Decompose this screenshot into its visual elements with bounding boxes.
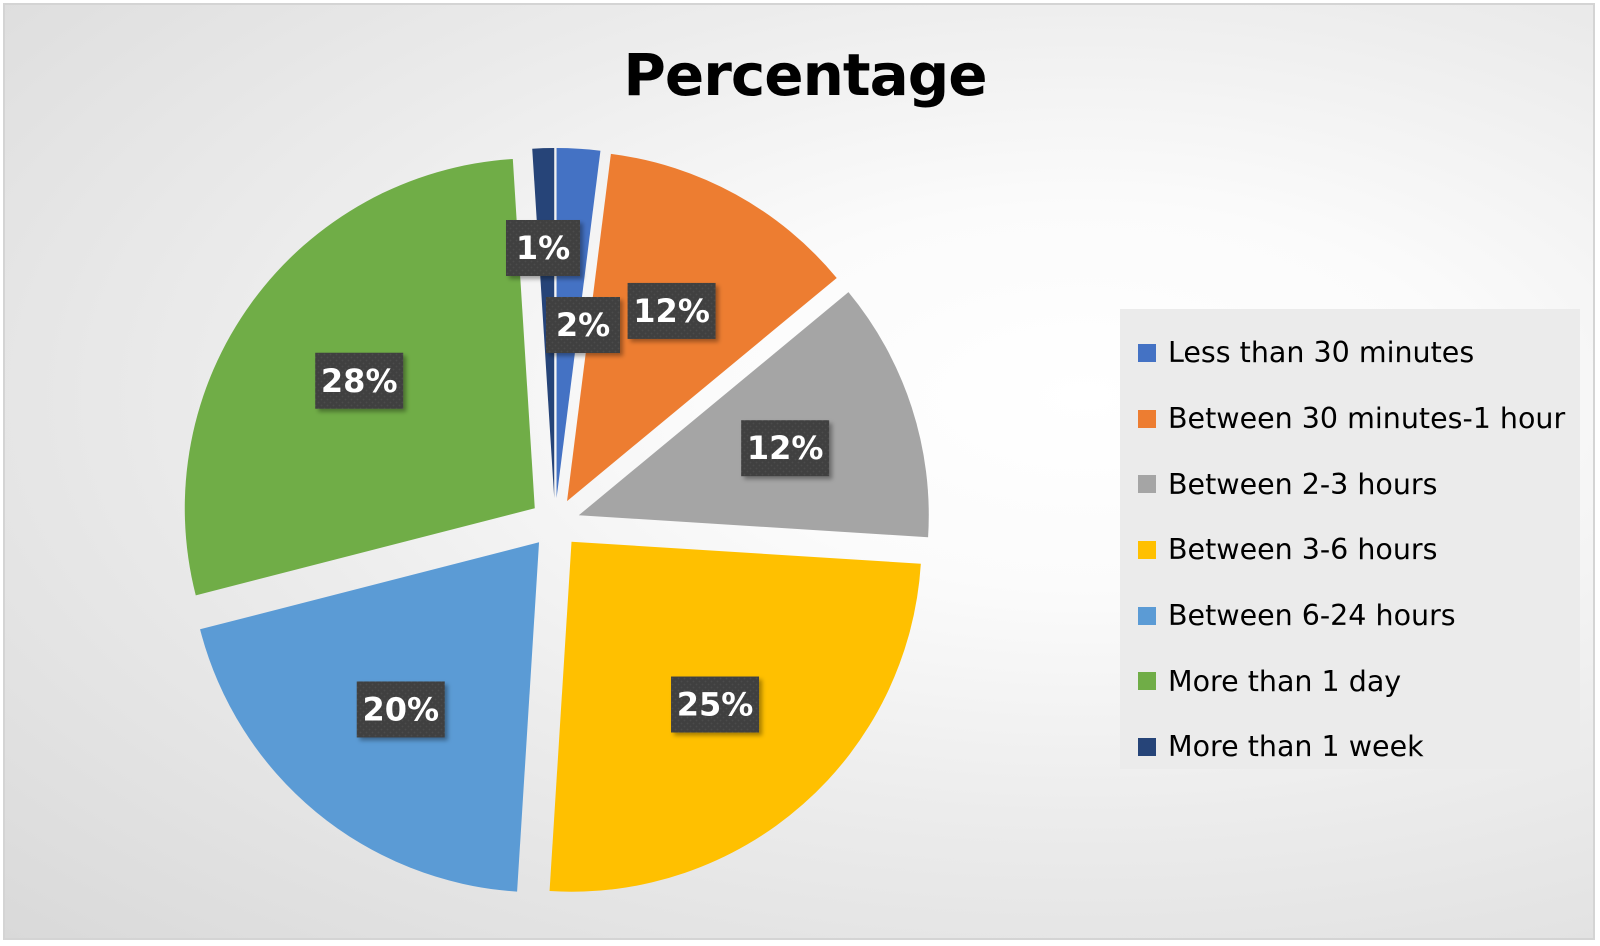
- data-label-text: 20%: [362, 690, 439, 728]
- legend-label: Between 2-3 hours: [1168, 467, 1438, 501]
- legend-swatch: [1138, 343, 1156, 362]
- data-label-text: 12%: [747, 429, 824, 467]
- legend-item-between-3-6-hours: Between 3-6 hours: [1120, 517, 1580, 583]
- data-label-text: 25%: [677, 686, 754, 724]
- legend-item-between-30-minutes-1-hour: Between 30 minutes-1 hour: [1120, 386, 1580, 452]
- chart-legend: Less than 30 minutes Between 30 minutes-1…: [1120, 309, 1580, 769]
- legend-swatch: [1138, 672, 1156, 691]
- data-label-between-30-minutes-1-hour: 12%: [627, 282, 716, 339]
- data-label-between-6-24-hours: 20%: [356, 681, 445, 738]
- legend-label: Between 6-24 hours: [1168, 599, 1456, 633]
- legend-label: More than 1 week: [1168, 730, 1424, 764]
- data-label-text: 28%: [321, 362, 398, 400]
- pie-slice-between-2-3-hours: [578, 292, 929, 538]
- chart-area: Percentage 2% 12% 12% 25% 20% 28% 1% Less than…: [3, 3, 1595, 940]
- legend-item-between-2-3-hours: Between 2-3 hours: [1120, 451, 1580, 517]
- data-label-box: [671, 676, 760, 733]
- data-label-text: 1%: [516, 229, 570, 267]
- data-label-box: [627, 282, 716, 339]
- data-label-box: [546, 297, 620, 353]
- legend-label: More than 1 day: [1168, 664, 1402, 698]
- data-label-more-than-1-week: 1%: [506, 220, 580, 276]
- data-label-between-2-3-hours: 12%: [741, 420, 830, 477]
- legend-swatch: [1138, 475, 1156, 494]
- legend-swatch: [1138, 540, 1156, 559]
- legend-item-more-than-1-week: More than 1 week: [1120, 714, 1580, 780]
- legend-item-less-than-30-minutes: Less than 30 minutes: [1120, 320, 1580, 386]
- pie-data-labels: 2% 12% 12% 25% 20% 28% 1%: [315, 220, 830, 738]
- legend-label: Less than 30 minutes: [1168, 336, 1475, 370]
- legend-label: Between 3-6 hours: [1168, 533, 1438, 567]
- data-label-more-than-1-day: 28%: [315, 352, 404, 409]
- legend-label: Between 30 minutes-1 hour: [1168, 402, 1566, 436]
- data-label-less-than-30-minutes: 2%: [546, 297, 620, 353]
- legend-swatch: [1138, 409, 1156, 428]
- data-label-box: [356, 681, 445, 738]
- chart-title: Percentage: [623, 41, 987, 109]
- legend-item-more-than-1-day: More than 1 day: [1120, 648, 1580, 714]
- data-label-box: [506, 220, 580, 276]
- data-label-text: 2%: [556, 306, 610, 344]
- legend-swatch: [1138, 737, 1156, 756]
- pie-chart: 2% 12% 12% 25% 20% 28% 1%: [184, 148, 929, 892]
- legend-swatch: [1138, 606, 1156, 625]
- data-label-text: 12%: [633, 292, 710, 330]
- data-label-box: [315, 352, 404, 409]
- data-label-box: [741, 420, 830, 477]
- data-label-between-3-6-hours: 25%: [671, 676, 760, 733]
- legend-item-between-6-24-hours: Between 6-24 hours: [1120, 583, 1580, 649]
